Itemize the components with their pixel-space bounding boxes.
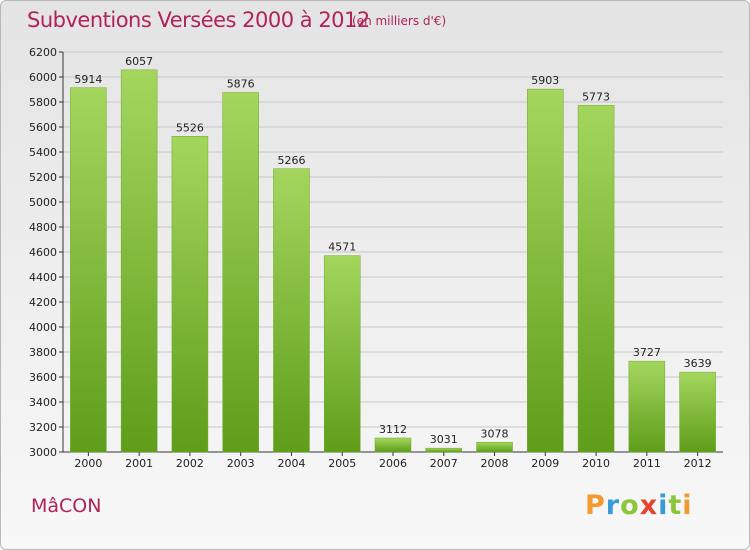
x-tick-label: 2005 <box>328 457 356 470</box>
bar <box>679 371 716 453</box>
bar-value-label: 5903 <box>531 74 559 87</box>
x-tick-label: 2011 <box>633 457 661 470</box>
y-tick-label: 4400 <box>29 271 57 284</box>
bar-value-label: 3727 <box>633 346 661 359</box>
bar <box>374 437 412 453</box>
chart-title: Subventions Versées 2000 à 2012 <box>27 8 370 32</box>
bar-value-label: 5876 <box>227 78 255 91</box>
city-name: MâCON <box>31 495 102 517</box>
proxiti-logo: Proxiti <box>585 490 693 521</box>
bar-value-label: 3112 <box>379 423 407 436</box>
bar <box>222 92 259 453</box>
x-tick-label: 2010 <box>582 457 610 470</box>
y-tick-label: 3600 <box>29 371 57 384</box>
y-tick-label: 4600 <box>29 246 57 259</box>
x-tick-label: 2000 <box>74 457 102 470</box>
x-tick-label: 2003 <box>227 457 255 470</box>
bar-value-label: 6057 <box>125 55 153 68</box>
y-tick-label: 5400 <box>29 146 57 159</box>
logo-letter: x <box>639 490 659 521</box>
bar <box>476 442 513 453</box>
chart-subtitle: (en milliers d'€) <box>352 14 447 28</box>
y-tick-label: 5800 <box>29 96 57 109</box>
bar-value-label: 5773 <box>582 90 610 103</box>
y-tick-label: 6200 <box>29 46 57 59</box>
x-tick-label: 2006 <box>379 457 407 470</box>
logo-letter: r <box>605 490 621 521</box>
bar <box>120 69 158 453</box>
logo-letter: P <box>585 490 606 521</box>
y-tick-label: 5600 <box>29 121 57 134</box>
y-tick-label: 4200 <box>29 296 57 309</box>
x-tick-label: 2002 <box>176 457 204 470</box>
logo-letter: o <box>620 490 640 521</box>
bar <box>273 168 310 453</box>
bar-value-label: 3078 <box>481 427 509 440</box>
y-tick-label: 3800 <box>29 346 57 359</box>
bar <box>577 105 615 453</box>
data-labels: 5914 6057 5526 5876 5266 4571 3112 3031 3078 5903… <box>74 55 711 446</box>
x-tick-label: 2008 <box>481 457 509 470</box>
y-tick-label: 3400 <box>29 396 57 409</box>
bar-value-label: 3031 <box>430 433 458 446</box>
bars <box>70 69 716 453</box>
x-tick-label: 2007 <box>430 457 458 470</box>
x-tick-label: 2004 <box>277 457 305 470</box>
bar-value-label: 4571 <box>328 241 356 254</box>
y-tick-label: 4000 <box>29 321 57 334</box>
x-tick-label: 2001 <box>125 457 153 470</box>
y-tick-label: 3200 <box>29 421 57 434</box>
y-tick-label: 6000 <box>29 71 57 84</box>
bar <box>171 136 209 453</box>
bar-value-label: 5266 <box>277 154 305 167</box>
logo-letter: t <box>668 490 683 521</box>
x-tick-label: 2012 <box>684 457 712 470</box>
bar <box>425 447 463 453</box>
bar <box>323 255 361 453</box>
bar-value-label: 3639 <box>684 357 712 370</box>
y-tick-label: 3000 <box>29 446 57 459</box>
bar-value-label: 5914 <box>74 73 102 86</box>
gridlines <box>63 51 723 453</box>
y-tick-label: 4800 <box>29 221 57 234</box>
bar <box>628 360 666 453</box>
bar <box>70 87 107 453</box>
logo-letter: i <box>682 490 693 521</box>
y-tick-label: 5000 <box>29 196 57 209</box>
bar-value-label: 5526 <box>176 121 204 134</box>
logo-letter: i <box>658 490 669 521</box>
bar <box>527 88 564 453</box>
y-tick-label: 5200 <box>29 171 57 184</box>
x-tick-label: 2009 <box>531 457 559 470</box>
